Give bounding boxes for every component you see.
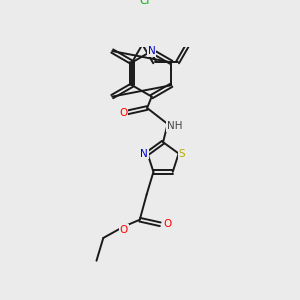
Text: NH: NH	[167, 121, 182, 131]
Text: O: O	[120, 225, 128, 235]
Text: O: O	[119, 108, 128, 118]
Text: O: O	[163, 219, 171, 229]
Text: N: N	[148, 46, 156, 56]
Text: N: N	[140, 148, 148, 158]
Text: Cl: Cl	[139, 0, 150, 6]
Text: S: S	[179, 148, 185, 158]
